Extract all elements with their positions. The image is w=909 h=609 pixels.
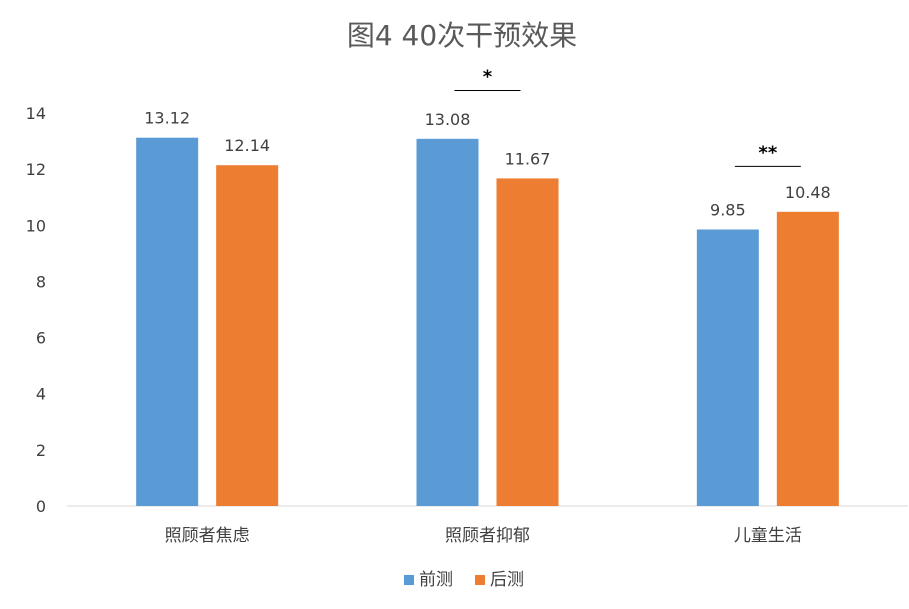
y-axis-ticks: 0 2 4 6 8 10 12 14	[26, 104, 46, 516]
y-tick-label: 12	[26, 160, 46, 179]
legend-swatch-pre	[404, 575, 414, 585]
bar-pre-0	[136, 137, 199, 506]
bar-data-label: 13.12	[144, 109, 190, 128]
significance-markers: ***	[454, 67, 801, 167]
x-axis-category-labels: 照顾者焦虑 照顾者抑郁 儿童生活	[165, 526, 802, 546]
bar-post-1	[496, 178, 559, 506]
bar-data-label: 9.85	[710, 200, 746, 219]
x-category-label: 照顾者抑郁	[445, 526, 530, 546]
significance-label: *	[483, 67, 493, 88]
y-tick-label: 14	[26, 104, 46, 123]
bar-data-labels: 13.12 12.14 13.08 11.67 9.85 10.48	[144, 109, 830, 220]
significance-label: **	[758, 142, 777, 163]
bar-data-label: 12.14	[224, 136, 270, 155]
bar-post-2	[776, 211, 839, 506]
y-tick-label: 10	[26, 216, 46, 235]
y-tick-label: 4	[36, 385, 46, 404]
legend-label: 后测	[490, 570, 524, 590]
bar-pre-1	[416, 138, 479, 506]
bar-data-label: 10.48	[785, 183, 831, 202]
y-tick-label: 8	[36, 272, 46, 291]
x-category-label: 儿童生活	[734, 526, 802, 546]
chart-title: 图4 40次干预效果	[347, 19, 577, 52]
y-tick-label: 6	[36, 329, 46, 348]
legend: 前测 后测	[404, 570, 524, 590]
bar-data-label: 11.67	[505, 149, 551, 168]
legend-label: 前测	[419, 570, 453, 590]
x-category-label: 照顾者焦虑	[165, 526, 250, 546]
bar-pre-2	[696, 229, 759, 506]
y-tick-label: 2	[36, 441, 46, 460]
bar-post-0	[216, 165, 279, 506]
bar-data-label: 13.08	[425, 110, 471, 129]
legend-swatch-post	[475, 575, 485, 585]
bars	[136, 137, 839, 506]
y-tick-label: 0	[36, 497, 46, 516]
